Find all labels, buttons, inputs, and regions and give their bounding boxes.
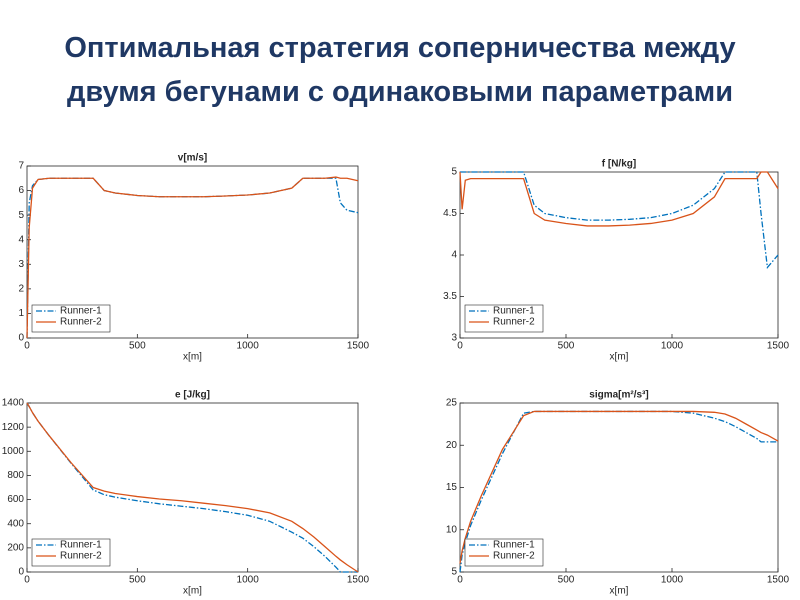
x-tick-label: 1500 [767, 341, 790, 352]
y-tick-label: 2 [18, 283, 24, 294]
series-line [459, 171, 779, 227]
series-line [460, 171, 779, 270]
x-tick-label: 1000 [237, 341, 260, 352]
x-tick-label: 1000 [661, 575, 684, 586]
chart-title: sigma[m²/s³] [589, 390, 648, 401]
y-tick-label: 0 [18, 567, 24, 578]
y-tick-label: 600 [7, 494, 24, 505]
chart-title: e [J/kg] [175, 390, 210, 401]
legend-box [464, 538, 544, 567]
y-tick-label: 1000 [2, 446, 25, 457]
y-tick-label: 5 [451, 567, 457, 578]
legend-label: Runner-2 [493, 551, 535, 562]
x-axis-label: x[m] [183, 352, 202, 363]
legend-label: Runner-1 [493, 540, 535, 551]
x-axis-label: x[m] [610, 586, 629, 597]
chart-title: f [N/kg] [602, 159, 636, 170]
x-tick-label: 0 [457, 341, 463, 352]
y-tick-label: 4 [451, 250, 457, 261]
y-tick-label: 25 [446, 398, 458, 409]
x-tick-label: 1500 [347, 341, 370, 352]
x-tick-label: 1500 [767, 575, 790, 586]
legend-label: Runner-1 [493, 306, 535, 317]
series-line [26, 176, 359, 339]
chart-title: v[m/s] [178, 153, 207, 164]
y-tick-label: 800 [7, 470, 24, 481]
y-tick-label: 7 [18, 161, 24, 172]
series-line [459, 410, 779, 564]
series-line [26, 402, 359, 573]
x-tick-label: 1000 [237, 575, 260, 586]
slide-title: Оптимальная стратегия соперничества межд… [64, 32, 736, 64]
legend-label: Runner-1 [60, 306, 102, 317]
y-tick-label: 15 [446, 482, 458, 493]
x-tick-label: 0 [24, 575, 30, 586]
y-tick-label: 3 [18, 259, 24, 270]
x-tick-label: 500 [558, 575, 575, 586]
y-tick-label: 1400 [2, 398, 25, 409]
y-tick-label: 4.5 [443, 208, 457, 219]
x-axis-label: x[m] [183, 586, 202, 597]
y-tick-label: 5 [18, 210, 24, 221]
x-tick-label: 500 [129, 575, 146, 586]
legend-label: Runner-1 [60, 540, 102, 551]
x-tick-label: 0 [24, 341, 30, 352]
legend-box [31, 538, 111, 567]
x-axis-label: x[m] [610, 352, 629, 363]
legend-label: Runner-2 [493, 317, 535, 328]
legend-label: Runner-2 [60, 317, 102, 328]
x-tick-label: 500 [558, 341, 575, 352]
y-tick-label: 3 [451, 333, 457, 344]
y-tick-label: 3.5 [443, 291, 457, 302]
y-tick-label: 20 [446, 440, 458, 451]
slide-title: двумя бегунами с одинаковыми параметрами [66, 76, 734, 108]
legend-box [464, 304, 544, 333]
y-tick-label: 6 [18, 185, 24, 196]
x-tick-label: 500 [129, 341, 146, 352]
y-tick-label: 10 [446, 524, 458, 535]
y-tick-label: 200 [7, 542, 24, 553]
y-tick-label: 1 [18, 308, 24, 319]
y-tick-label: 1200 [2, 422, 25, 433]
x-tick-label: 1500 [347, 575, 370, 586]
y-tick-label: 0 [18, 333, 24, 344]
x-tick-label: 1000 [661, 341, 684, 352]
y-tick-label: 4 [18, 234, 24, 245]
legend-box [31, 304, 111, 333]
x-tick-label: 0 [457, 575, 463, 586]
legend-label: Runner-2 [60, 551, 102, 562]
y-tick-label: 5 [451, 167, 457, 178]
y-tick-label: 400 [7, 518, 24, 529]
